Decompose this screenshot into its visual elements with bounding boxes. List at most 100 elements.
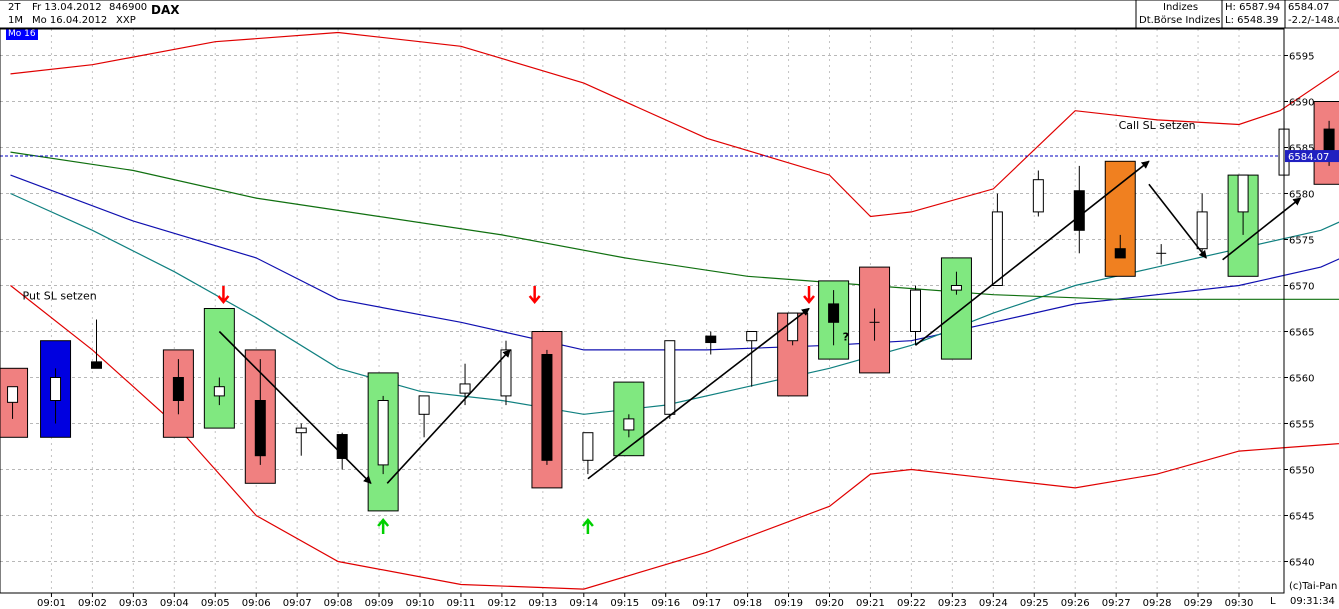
candle-body	[459, 383, 471, 394]
indicator-line-0	[10, 31, 1339, 218]
annotation-1: Call SL setzen	[1119, 119, 1196, 132]
y-tick-label: 6585	[1289, 144, 1314, 155]
candle-body	[746, 331, 758, 342]
trend-arrows	[218, 160, 1302, 485]
signal-arrows	[217, 286, 815, 534]
x-tick-label: 09:29	[1184, 598, 1213, 609]
annotation-2: ?	[843, 331, 849, 344]
exchange-code: XXP	[116, 15, 136, 26]
candle-body	[1237, 174, 1249, 213]
x-tick-label: 09:20	[815, 598, 844, 609]
scale-tag[interactable]: L	[1270, 596, 1276, 607]
candle-body	[213, 386, 225, 397]
symbol-title: DAX	[151, 3, 180, 17]
period-top: 2T	[8, 2, 21, 13]
x-tick-label: 09:25	[1020, 598, 1049, 609]
last-price-tag	[1285, 150, 1339, 163]
y-tick-label: 6595	[1289, 52, 1314, 63]
x-tick-label: 09:10	[406, 598, 435, 609]
y-tick-label: 6580	[1289, 190, 1314, 201]
candle-body	[623, 418, 635, 431]
x-tick-label: 09:11	[447, 598, 476, 609]
y-tick-label: 6545	[1289, 512, 1314, 523]
date-top: Fr 13.04.2012	[32, 2, 102, 13]
x-tick-label: 09:12	[487, 598, 516, 609]
x-tick-label: 09:24	[979, 598, 1008, 609]
x-tick-label: 09:19	[774, 598, 803, 609]
candle-body	[336, 434, 348, 459]
period-bottom: 1M	[8, 15, 23, 26]
candle-body	[705, 335, 717, 344]
change-value: -2.2/-148.0	[1288, 15, 1339, 26]
x-tick-label: 09:15	[610, 598, 639, 609]
high-value: H: 6587.94	[1225, 2, 1281, 13]
y-tick-label: 6570	[1289, 282, 1314, 293]
x-tick-label: 09:30	[1225, 598, 1254, 609]
date-bottom: Mo 16.04.2012	[32, 15, 108, 26]
buy-signal-arrow	[581, 518, 594, 534]
x-tick-label: 09:04	[160, 598, 189, 609]
y-tick-label: 6555	[1289, 420, 1314, 431]
signal-box	[203, 308, 235, 429]
x-tick-label: 09:21	[856, 598, 885, 609]
candle-body	[7, 386, 19, 403]
signal-boxes	[0, 101, 1339, 512]
x-tick-label: 09:16	[651, 598, 680, 609]
indicator-line-1	[10, 285, 1339, 590]
x-tick-label: 09:08	[324, 598, 353, 609]
candle-body	[664, 340, 676, 415]
candle-body	[377, 400, 389, 466]
last-price-label: 6584.07	[1288, 152, 1329, 163]
x-tick-label: 09:14	[569, 598, 598, 609]
candle-body	[500, 349, 512, 397]
time-label: 09:31:34	[1290, 596, 1335, 607]
candle-body	[909, 289, 921, 333]
candle-body	[950, 285, 962, 291]
x-tick-label: 09:01	[37, 598, 66, 609]
candle-body	[90, 361, 102, 369]
annotation-0: Put SL setzen	[23, 289, 97, 302]
indicator-line-3	[10, 192, 1339, 415]
x-tick-label: 09:17	[692, 598, 721, 609]
copyright-label: (c)Tai-Pan	[1289, 581, 1338, 592]
y-tick-label: 6575	[1289, 236, 1314, 247]
x-tick-label: 09:05	[201, 598, 230, 609]
candle-body	[1073, 190, 1085, 231]
indicator-tag[interactable]: Mo 16	[6, 29, 38, 40]
candle-body	[1196, 211, 1208, 250]
trend-arrow	[386, 349, 511, 484]
x-tick-label: 09:23	[938, 598, 967, 609]
x-tick-label: 09:18	[733, 598, 762, 609]
y-tick-label: 6590	[1289, 98, 1314, 109]
trend-arrow	[1222, 197, 1302, 261]
candle-body	[582, 432, 594, 461]
candle-body	[1032, 179, 1044, 213]
y-tick-label: 6540	[1289, 558, 1314, 569]
candle-body	[828, 303, 840, 323]
candle-body	[541, 354, 553, 461]
candle-body	[295, 427, 307, 434]
indicator-line-4	[10, 151, 1339, 300]
y-tick-label: 6565	[1289, 328, 1314, 339]
candle-body	[991, 211, 1003, 286]
annotations: Put SL setzen Call SL setzen?	[23, 119, 1196, 344]
security-code: 846900	[109, 2, 148, 13]
candle-body	[1114, 248, 1126, 259]
sell-signal-arrow	[217, 286, 230, 304]
x-tick-label: 09:09	[365, 598, 394, 609]
y-tick-label: 6550	[1289, 466, 1314, 477]
buy-signal-arrow	[377, 518, 390, 534]
category-label: Indizes	[1163, 2, 1199, 13]
y-tick-label: 6560	[1289, 374, 1314, 385]
series-layer	[0, 31, 1339, 590]
x-tick-label: 09:28	[1143, 598, 1172, 609]
x-tick-label: 09:13	[528, 598, 557, 609]
candle-body	[172, 377, 184, 401]
x-tick-label: 09:06	[242, 598, 271, 609]
trend-arrow	[914, 160, 1150, 346]
sell-signal-arrow	[803, 286, 815, 304]
last-value: 6584.07	[1288, 2, 1330, 13]
x-tick-label: 09:02	[78, 598, 107, 609]
trend-arrow	[1148, 183, 1207, 259]
